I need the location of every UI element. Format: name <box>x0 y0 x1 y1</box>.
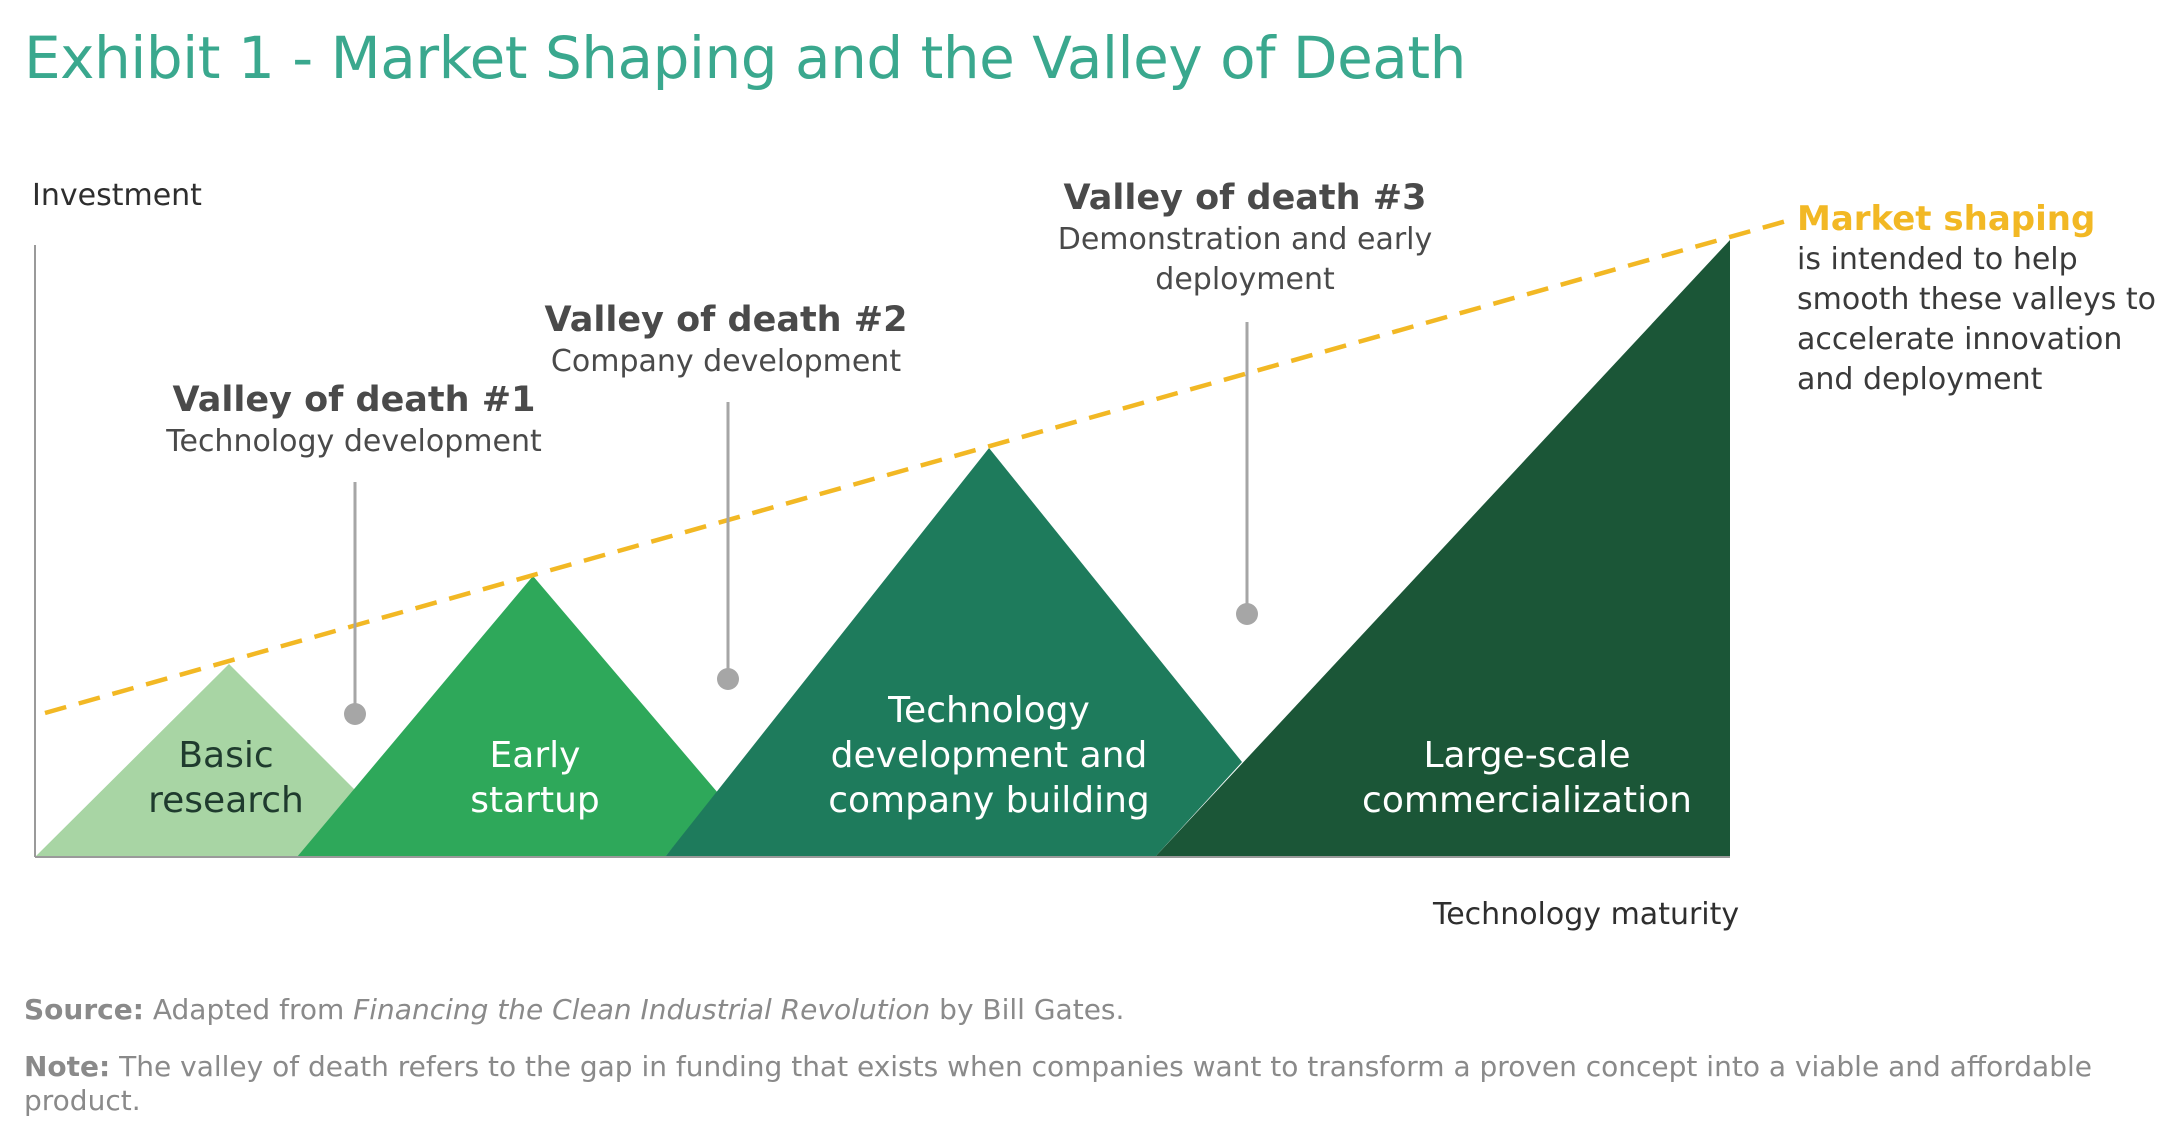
market-shaping-annotation: Market shaping is intended to help smoot… <box>1797 198 2157 400</box>
market-shaping-title: Market shaping <box>1797 199 2096 239</box>
stage-shape-technology-development <box>665 448 1242 857</box>
footnote: Note: The valley of death refers to the … <box>24 1050 2092 1117</box>
valley-annotation-2: Valley of death #2 Company development <box>545 298 908 382</box>
x-axis-label: Technology maturity <box>1433 897 1740 932</box>
valley-marker-1 <box>344 482 366 725</box>
valley-description: Company development <box>550 344 902 379</box>
source-note: Source: Adapted from Financing the Clean… <box>24 993 1125 1026</box>
stage-shape-early-startup <box>297 576 718 857</box>
valley-annotation-3: Valley of death #3 Demonstration and ear… <box>1058 176 1433 300</box>
source-label: Source: <box>24 993 144 1026</box>
y-axis-label: Investment <box>32 178 202 213</box>
note-label: Note: <box>24 1050 111 1083</box>
market-shaping-description: is intended to help smooth these valleys… <box>1797 242 2157 397</box>
valley-marker-3 <box>1236 322 1258 625</box>
stage-shape-basic-research <box>35 664 363 857</box>
valley-title: Valley of death #1 <box>172 380 536 420</box>
valley-marker-2 <box>717 402 739 690</box>
stage-shape-large-scale-commercialization <box>1155 240 1730 857</box>
stage-label-basic-research: Basic research <box>148 735 304 821</box>
market-shaping-line <box>44 217 1791 716</box>
stage-label-large-scale-commercialization: Large-scale commercialization <box>1362 735 1692 821</box>
valley-description: deployment <box>1155 262 1335 297</box>
valley-annotation-1: Valley of death #1 Technology developmen… <box>166 378 541 462</box>
page-title: Exhibit 1 - Market Shaping and the Valle… <box>24 24 1466 92</box>
valley-title: Valley of death #2 <box>544 300 908 340</box>
valley-title: Valley of death #3 <box>1063 178 1427 218</box>
valley-description: Technology development <box>166 424 542 459</box>
valley-description: Demonstration and early <box>1057 222 1433 257</box>
stage-label-early-startup: Early startup <box>470 735 600 821</box>
source-book-title: Financing the Clean Industrial Revolutio… <box>353 993 931 1026</box>
stage-label-technology-development: Technology development and company build… <box>828 690 1150 821</box>
